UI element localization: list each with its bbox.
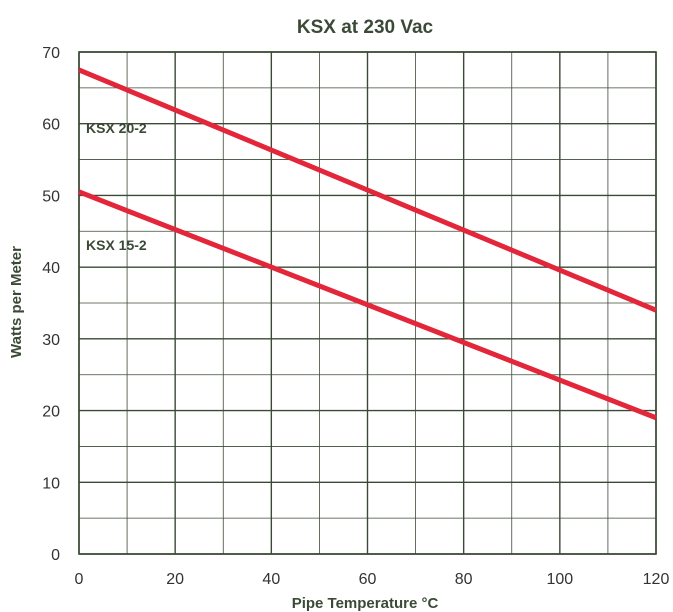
y-tick-label: 20	[42, 404, 60, 421]
series-label-ksx-20-2: KSX 20-2	[86, 120, 147, 136]
y-tick-label: 30	[42, 332, 60, 349]
x-tick-labels: 0 20 40 60 80 100 120	[75, 571, 670, 588]
series-label-ksx-15-2: KSX 15-2	[86, 237, 147, 253]
series-line	[78, 189, 657, 421]
y-tick-label: 0	[51, 547, 60, 564]
chart-title: KSX at 230 Vac	[297, 17, 434, 38]
x-tick-label: 120	[643, 571, 670, 588]
plot-frame	[78, 51, 657, 555]
x-tick-label: 60	[359, 571, 377, 588]
series-line	[78, 67, 657, 313]
y-tick-label: 60	[42, 117, 60, 134]
x-tick-label: 40	[262, 571, 280, 588]
y-tick-label: 50	[42, 188, 60, 205]
x-tick-label: 80	[455, 571, 473, 588]
y-tick-label: 70	[42, 45, 60, 62]
x-tick-label: 100	[546, 571, 573, 588]
x-tick-label: 0	[75, 571, 84, 588]
series-lines	[78, 67, 657, 421]
y-tick-label: 40	[42, 260, 60, 277]
y-tick-labels: 0 10 20 30 40 50 60 70	[42, 45, 60, 564]
y-axis-title: Watts per Meter	[8, 246, 25, 358]
grid	[78, 51, 657, 555]
x-tick-label: 20	[166, 571, 184, 588]
y-tick-label: 10	[42, 475, 60, 492]
x-axis-title: Pipe Temperature °C	[292, 595, 439, 612]
